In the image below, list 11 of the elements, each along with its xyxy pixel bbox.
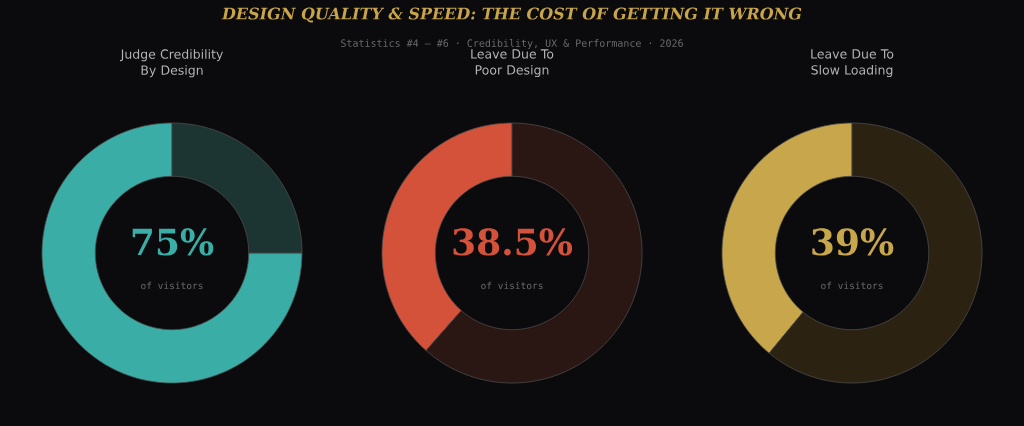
data-label: 39% [812, 228, 894, 256]
text: Statistics #4 – #6 · Credibility, UX & Performance · 2026 [341, 39, 683, 49]
text: DESIGN QUALITY & SPEED: THE COST OF GETTING IT WRONG [221, 7, 802, 23]
data-label: 75% [132, 228, 214, 256]
chart-title: Judge Credibility By Design [120, 49, 223, 78]
text: of visitors [481, 281, 543, 290]
chart-title: Leave Due To Slow Loading [811, 49, 894, 78]
text: of visitors [821, 281, 883, 290]
chart-title: Leave Due To Poor Design [471, 49, 554, 78]
data-label: 38.5% [453, 228, 573, 256]
text: of visitors [141, 281, 203, 290]
